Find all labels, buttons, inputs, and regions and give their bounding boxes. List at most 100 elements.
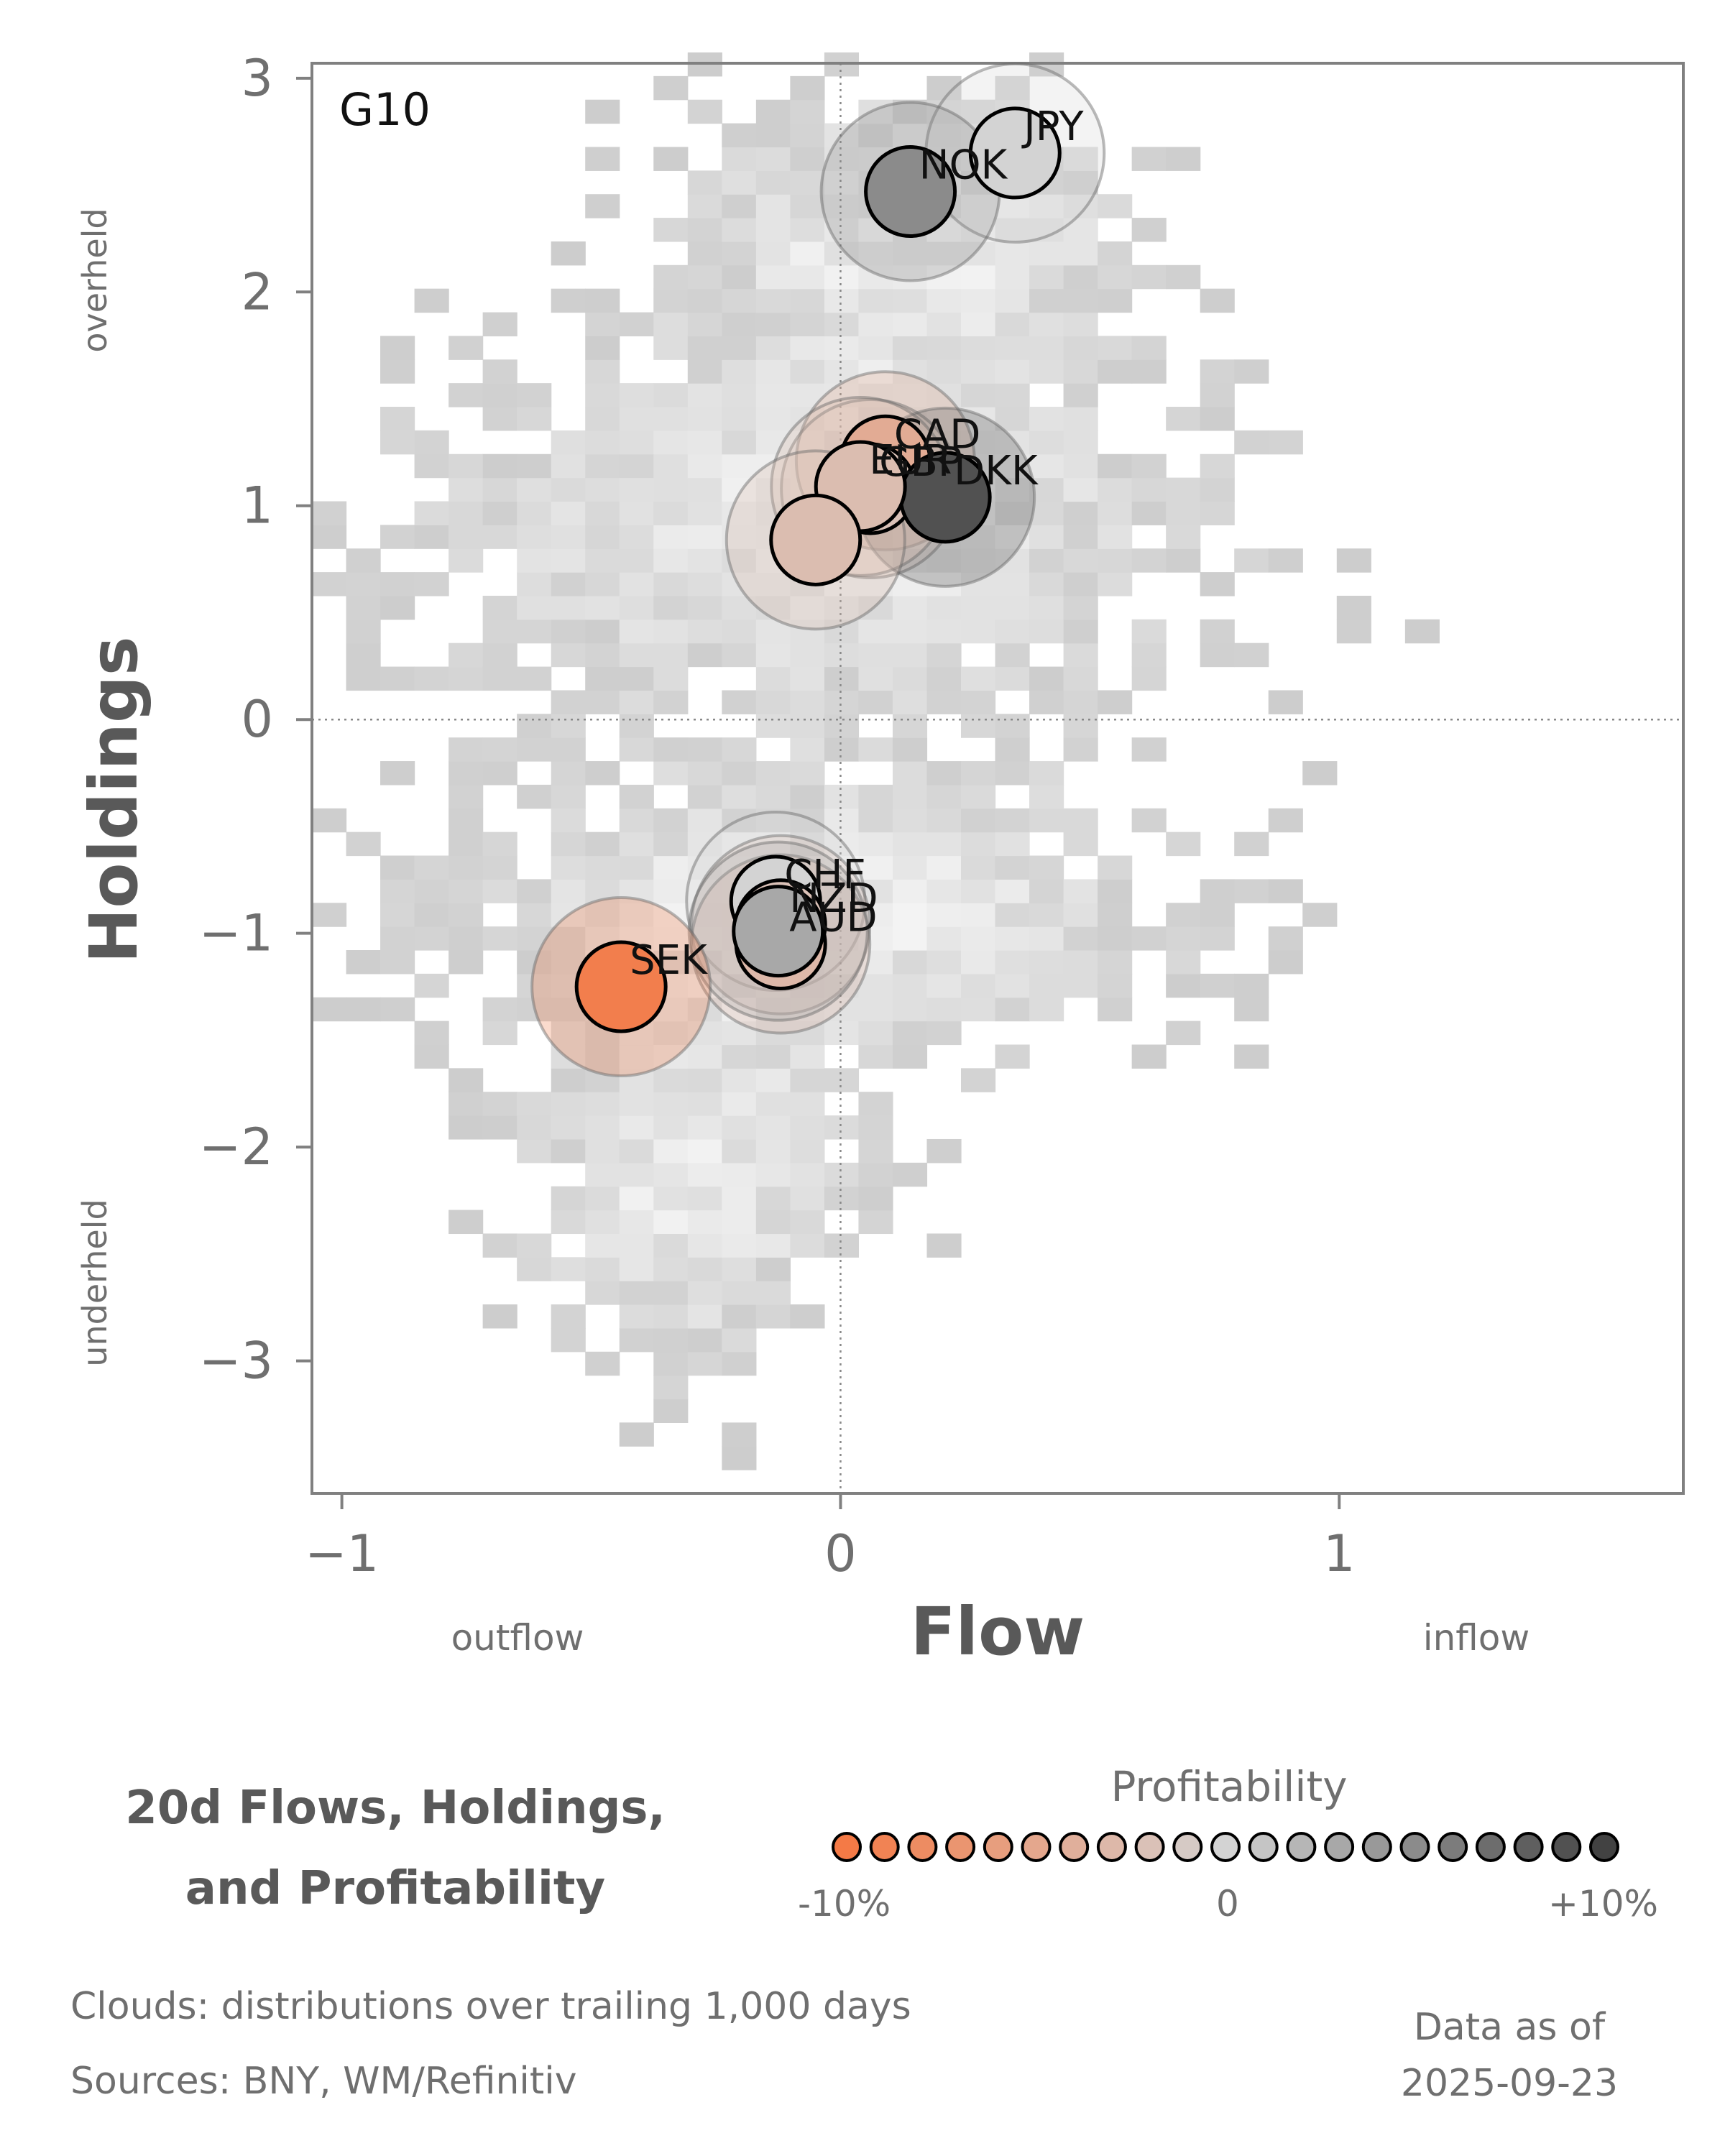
cloud-cell (892, 359, 928, 384)
legend-dot (1096, 1832, 1127, 1862)
cloud-cell (790, 147, 825, 171)
cloud-cell (824, 1186, 860, 1211)
cloud-cell (995, 453, 1030, 479)
cloud-cell (517, 525, 552, 549)
cloud-cell (482, 1021, 518, 1046)
cloud-cell (926, 312, 962, 337)
currency-point (968, 106, 1062, 200)
cloud-cell (346, 642, 381, 668)
cloud-cell (995, 714, 1030, 738)
cloud-cell (995, 75, 1030, 101)
cloud-cell (380, 359, 415, 384)
cloud-cell (1131, 926, 1167, 951)
cloud-cell (551, 737, 586, 762)
cloud-cell (995, 336, 1030, 360)
cloud-cell (995, 761, 1030, 786)
cloud-cell (551, 619, 586, 644)
cloud-cell (1029, 690, 1064, 714)
cloud-cell (824, 288, 860, 313)
cloud-cell (687, 1092, 722, 1116)
cloud-cell (892, 926, 928, 951)
cloud-cell (1302, 761, 1338, 786)
cloud-cell (653, 855, 689, 880)
cloud-cell (653, 548, 689, 573)
cloud-cell (858, 288, 893, 313)
cloud-cell (619, 548, 654, 573)
cloud-cell (1131, 477, 1167, 502)
cloud-cell (1234, 548, 1269, 573)
cloud-cell (551, 808, 586, 833)
cloud-cell (1200, 642, 1235, 668)
cloud-cell (824, 950, 860, 975)
cloud-cell (1098, 194, 1133, 218)
cloud-cell (722, 1138, 757, 1164)
cloud-cell (722, 525, 757, 549)
cloud-cell (482, 477, 518, 502)
cloud-cell (414, 288, 449, 313)
cloud-cell (790, 666, 825, 691)
legend-title: Profitability (1110, 1762, 1348, 1811)
cloud-cell (312, 997, 347, 1022)
cloud-cell (1029, 288, 1064, 313)
cloud-cell (585, 194, 620, 218)
legend-dot (1210, 1832, 1241, 1862)
cloud-cell (653, 453, 689, 479)
cloud-cell (961, 784, 996, 809)
cloud-cell (517, 407, 552, 431)
cloud-cell (722, 784, 757, 809)
cloud-cell (926, 784, 962, 809)
cloud-cell (1029, 336, 1064, 360)
cloud-cell (858, 1092, 893, 1116)
cloud-cell (551, 501, 586, 525)
cloud-cell (653, 1233, 689, 1258)
legend-dot (1059, 1832, 1090, 1862)
cloud-cell (722, 170, 757, 195)
cloud-cell (653, 336, 689, 360)
cloud-cell (517, 501, 552, 525)
cloud-cell (585, 619, 620, 644)
cloud-cell (653, 75, 689, 101)
cloud-cell (755, 619, 791, 644)
cloud-cell (653, 288, 689, 313)
cloud-cell (755, 831, 791, 857)
cloud-cell (551, 1044, 586, 1069)
cloud-cell (926, 548, 962, 573)
cloud-cell (1029, 666, 1064, 691)
cloud-cell (824, 973, 860, 998)
cloud-cell (653, 1351, 689, 1376)
cloud-cell (448, 666, 484, 691)
cloud-cell (961, 595, 996, 620)
cloud-cell (926, 903, 962, 927)
cloud-cell (824, 997, 860, 1022)
x-axis-title: Flow (911, 1593, 1085, 1670)
currency-points (530, 62, 1106, 1078)
cloud-cell (585, 477, 620, 502)
cloud-cell (1063, 241, 1098, 266)
cloud-cell (995, 1044, 1030, 1069)
currency-point (769, 493, 862, 586)
cloud-cell (1131, 666, 1167, 691)
cloud-cell (482, 525, 518, 549)
cloud-cell (995, 383, 1030, 407)
cloud-cell (926, 241, 962, 266)
cloud-cell (995, 264, 1030, 290)
cloud-cell (1200, 383, 1235, 407)
cloud-cell (824, 714, 860, 738)
cloud-cell (482, 453, 518, 479)
cloud-cell (722, 1233, 757, 1258)
cloud-cell (858, 1210, 893, 1235)
cloud-cell (722, 336, 757, 360)
cloud-cell (722, 1281, 757, 1305)
cloud-cell (790, 784, 825, 809)
cloud-cell (1029, 525, 1064, 549)
cloud-cell (585, 642, 620, 668)
cloud-cell (619, 1092, 654, 1116)
cloud-cell (824, 194, 860, 218)
cloud-cell (1200, 903, 1235, 927)
cloud-cell (892, 879, 928, 903)
cloud-cell (1131, 737, 1167, 762)
cloud-cell (585, 1351, 620, 1376)
cloud-cell (585, 501, 620, 525)
cloud-cell (414, 1044, 449, 1069)
